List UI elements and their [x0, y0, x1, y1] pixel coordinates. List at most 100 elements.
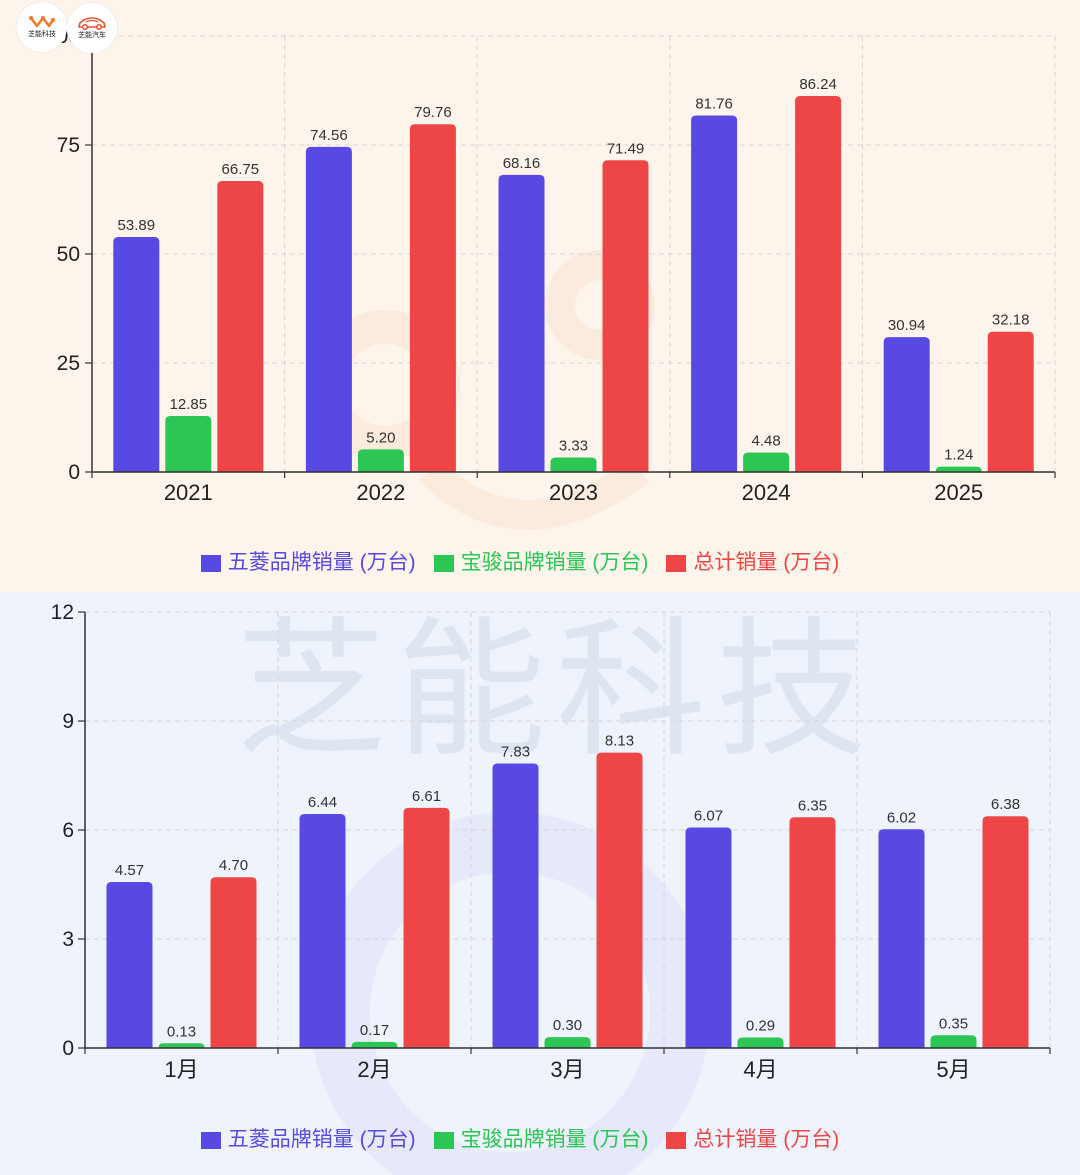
bar-value-label: 4.48 [751, 432, 780, 449]
y-tick-label: 0 [68, 461, 80, 484]
legend-swatch-total [666, 554, 687, 572]
legend-item-total: 总计销量 (万台) [666, 550, 839, 576]
bar-value-label: 6.38 [991, 796, 1020, 813]
x-category-label: 2024 [742, 480, 791, 505]
legend-label-wuling: 五菱品牌销量 (万台) [227, 1128, 416, 1151]
bars: 4.57 0.13 4.70 6.44 0.17 6.61 7.83 0.30 8.13 6.07… [106, 733, 1029, 1048]
bar-value-label: 53.89 [118, 217, 156, 234]
total-bar [987, 331, 1034, 472]
axes: 025507510020212022202320242025 [45, 25, 1056, 505]
bar-value-label: 6.07 [694, 807, 723, 824]
zhineng-tech-logo-text: 芝能科技 [28, 31, 56, 38]
wuling-bar [106, 881, 153, 1048]
wuling-bar [878, 829, 925, 1048]
bar-value-label: 81.76 [695, 96, 733, 113]
total-bar [210, 877, 257, 1048]
bar-value-label: 12.85 [170, 396, 208, 413]
legend-item-baojun: 宝骏品牌销量 (万台) [433, 1127, 649, 1153]
total-bar [789, 817, 836, 1048]
bars: 53.89 12.85 66.75 74.56 5.20 79.76 68.16 3.33 71… [113, 76, 1034, 473]
bar-value-label: 6.44 [308, 794, 337, 811]
baojun-bar [357, 449, 404, 472]
monthly-sales-bar-chart: 4.57 0.13 4.70 6.44 0.17 6.61 7.83 0.30 8.13 6.07… [51, 601, 1051, 1175]
y-tick-label: 12 [51, 601, 74, 624]
y-tick-label: 9 [62, 710, 74, 733]
total-bar [217, 180, 264, 472]
x-category-label: 2023 [549, 480, 598, 505]
bar-value-label: 6.35 [798, 797, 827, 814]
legend-item-wuling: 五菱品牌销量 (万台) [200, 550, 416, 576]
x-category-label: 1月 [164, 1057, 198, 1082]
zhineng-tech-logo-icon [29, 16, 55, 28]
bar-value-label: 79.76 [414, 104, 452, 121]
legend-item-baojun: 宝骏品牌销量 (万台) [433, 550, 649, 576]
wuling-bar [492, 763, 539, 1048]
bar-value-label: 7.83 [501, 744, 530, 761]
baojun-bar [737, 1037, 784, 1048]
zhineng-auto-car-icon [78, 17, 106, 30]
legend-swatch-wuling [200, 1131, 221, 1149]
bar-value-label: 6.61 [412, 788, 441, 805]
total-bar [409, 124, 456, 472]
wuling-bar [305, 146, 352, 472]
bar-value-label: 4.57 [115, 862, 144, 879]
legend-label-baojun: 宝骏品牌销量 (万台) [460, 1128, 649, 1151]
baojun-bar [930, 1035, 977, 1048]
bar-value-label: 8.13 [605, 733, 634, 750]
baojun-bar [743, 452, 790, 472]
x-category-label: 2022 [356, 480, 405, 505]
y-tick-label: 6 [62, 819, 74, 842]
baojun-bar [544, 1037, 591, 1048]
bar-value-label: 86.24 [799, 76, 837, 93]
bar-value-label: 3.33 [559, 437, 588, 454]
legend: 五菱品牌销量 (万台) 宝骏品牌销量 (万台) 总计销量 (万台) [0, 550, 1040, 576]
wuling-bar [498, 174, 545, 473]
legend-label-wuling: 五菱品牌销量 (万台) [227, 551, 416, 574]
legend-label-total: 总计销量 (万台) [693, 1128, 840, 1151]
bar-value-label: 5.20 [366, 429, 395, 446]
y-tick-label: 50 [57, 243, 80, 266]
legend-label-total: 总计销量 (万台) [693, 551, 840, 574]
legend-swatch-baojun [433, 554, 454, 572]
watermark-text: 芝能科技 [236, 606, 877, 774]
baojun-bar [935, 466, 982, 472]
y-tick-label: 75 [57, 134, 80, 157]
legend-label-baojun: 宝骏品牌销量 (万台) [460, 551, 649, 574]
legend-swatch-total [666, 1131, 687, 1149]
baojun-bar [550, 457, 597, 472]
watermark-logo [310, 250, 655, 530]
x-category-label: 5月 [936, 1057, 970, 1082]
x-category-label: 2月 [357, 1057, 391, 1082]
wuling-bar [883, 337, 930, 472]
legend-item-total: 总计销量 (万台) [666, 1127, 839, 1153]
y-tick-label: 0 [62, 1037, 74, 1060]
yearly-sales-bar-chart: 53.89 12.85 66.75 74.56 5.20 79.76 68.16 3.33 71… [45, 25, 1056, 530]
bar-value-label: 32.18 [992, 312, 1030, 329]
bar-value-label: 0.29 [746, 1017, 775, 1034]
total-bar [596, 752, 643, 1048]
total-bar [602, 160, 649, 473]
x-category-label: 3月 [550, 1057, 584, 1082]
legend-swatch-baojun [433, 1131, 454, 1149]
y-tick-label: 3 [62, 928, 74, 951]
wuling-bar [685, 827, 732, 1048]
zhineng-auto-logo-text: 芝能汽车 [78, 32, 106, 39]
y-tick-label: 25 [57, 352, 80, 375]
bar-value-label: 74.56 [310, 127, 348, 144]
bar-value-label: 0.13 [167, 1023, 196, 1040]
wuling-bar [299, 814, 346, 1048]
bar-value-label: 1.24 [944, 447, 973, 464]
baojun-bar [165, 415, 212, 472]
wuling-bar [113, 237, 160, 472]
bar-value-label: 0.35 [939, 1015, 968, 1032]
legend: 五菱品牌销量 (万台) 宝骏品牌销量 (万台) 总计销量 (万台) [0, 1127, 1040, 1153]
legend-swatch-wuling [200, 554, 221, 572]
x-category-label: 4月 [743, 1057, 777, 1082]
total-bar [403, 807, 450, 1048]
baojun-bar [351, 1041, 398, 1048]
bar-value-label: 30.94 [888, 317, 926, 334]
total-bar [982, 816, 1029, 1048]
baojun-bar [158, 1043, 205, 1048]
bar-value-label: 6.02 [887, 809, 916, 826]
bar-value-label: 4.70 [219, 857, 248, 874]
